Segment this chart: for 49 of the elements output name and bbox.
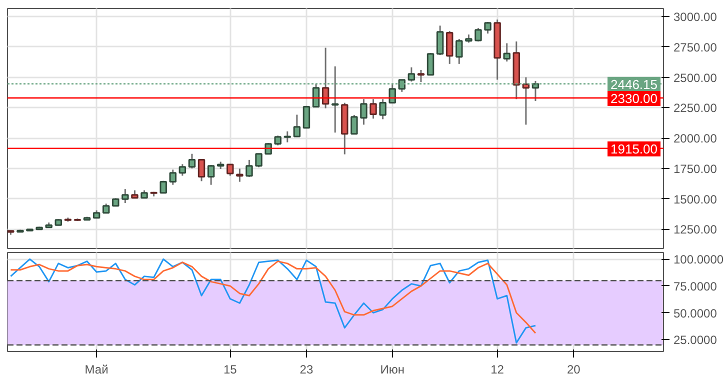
candlestick (188, 153, 196, 170)
candlestick (370, 98, 377, 120)
candlestick (274, 134, 282, 146)
x-tick-label: 20 (566, 362, 581, 376)
x-tick-label: Май (84, 362, 108, 376)
candlestick (178, 163, 186, 176)
candlestick (255, 152, 262, 168)
y-tick-label: 25.0000 (674, 333, 718, 348)
candlestick (207, 164, 215, 186)
candlestick (122, 188, 129, 204)
y-tick-label: 100.0000 (674, 252, 724, 267)
ref-line-label: 2330.00 (610, 90, 658, 106)
y-tick-label: 50.0000 (674, 306, 718, 320)
y-tick-label: 2750.00 (674, 40, 718, 54)
y-tick-label: 75.0000 (674, 279, 718, 294)
candlestick (226, 163, 234, 176)
candlestick (446, 30, 454, 65)
candlestick (456, 38, 463, 65)
candlestick (322, 47, 330, 110)
x-tick-label: 23 (300, 362, 314, 376)
y-tick-label: 1750.00 (674, 162, 718, 176)
y-tick-label: 3000.00 (674, 10, 718, 24)
ref-line-label: 2446.15 (610, 76, 658, 92)
candlestick (198, 159, 206, 182)
x-tick-label: 12 (490, 362, 504, 376)
y-tick-label: 2000.00 (674, 132, 718, 146)
x-tick-label: Июн (380, 362, 404, 376)
candlestick (284, 130, 292, 144)
candlestick (350, 114, 358, 135)
candlestick (417, 69, 425, 83)
y-tick-label: 1500.00 (674, 192, 718, 206)
candlestick (360, 98, 368, 126)
candlestick (236, 168, 244, 183)
x-tick-label: 15 (223, 362, 238, 376)
candlestick (503, 42, 510, 62)
y-tick-label: 1250.00 (674, 222, 718, 237)
candlestick (379, 98, 386, 120)
candlestick (474, 27, 482, 42)
y-tick-label: 2250.00 (674, 101, 718, 116)
candlestick (293, 114, 301, 138)
candlestick (246, 159, 253, 178)
candlestick (426, 52, 434, 76)
y-tick-label: 2500.00 (674, 70, 718, 85)
candlestick (160, 180, 167, 194)
candlestick (169, 168, 177, 186)
candlestick (102, 202, 110, 214)
candlestick (302, 105, 310, 130)
ref-line-label: 1915.00 (610, 141, 658, 156)
candlestick (436, 24, 444, 56)
